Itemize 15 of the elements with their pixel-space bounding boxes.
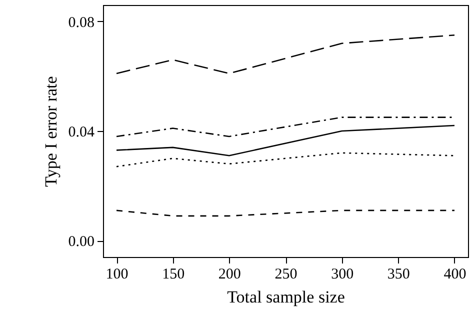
- x-tick-label: 200: [218, 266, 241, 282]
- y-tick-label: 0.08: [68, 14, 94, 31]
- x-tick-label: 250: [274, 266, 298, 282]
- x-tick-label: 400: [444, 266, 466, 282]
- x-tick-label: 100: [106, 266, 128, 282]
- x-tick-label: 150: [162, 266, 185, 282]
- x-tick-label: 350: [387, 266, 410, 282]
- y-tick-label: 0.00: [68, 234, 94, 250]
- line-series: [116, 152, 456, 168]
- line-series: [116, 124, 456, 156]
- y-tick-label: 0.04: [68, 124, 95, 140]
- x-tick-label: 300: [331, 266, 354, 282]
- x-axis-title: Total sample size: [227, 288, 345, 306]
- y-axis-title: Type I error rate: [41, 76, 60, 187]
- line-series: [116, 34, 456, 74]
